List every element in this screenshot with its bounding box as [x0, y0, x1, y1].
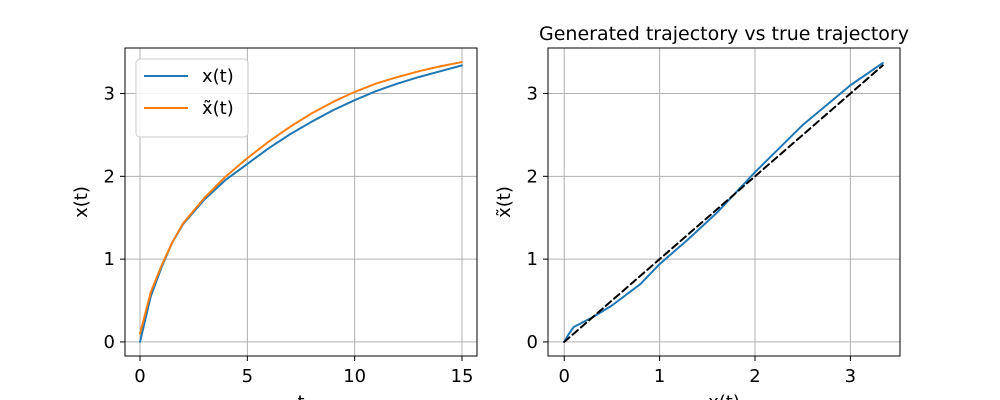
x-tick-label: 2 [749, 366, 760, 387]
series-line [563, 64, 884, 343]
x-tick-label: 5 [242, 366, 253, 387]
x-tick-label: 10 [343, 366, 366, 387]
x-tick-label: 1 [654, 366, 665, 387]
y-tick-label: 0 [527, 332, 538, 353]
x-tick-label: 15 [451, 366, 474, 387]
y-axis-label: x(t) [71, 186, 92, 218]
series-line [139, 61, 463, 335]
legend-box [135, 58, 249, 138]
y-axis-label: x̃(t) [494, 186, 515, 218]
y-tick-label: 3 [527, 84, 538, 105]
plot-frame [547, 47, 901, 357]
legend-label: x̃(t) [202, 98, 234, 119]
time-series-plot: 0 5 10 15 0 1 2 3 t x(t) x(t) x̃(t) [71, 47, 478, 400]
x-tick-label: 0 [134, 366, 145, 387]
plot-frame [124, 47, 478, 357]
y-tick-label: 2 [527, 166, 538, 187]
trajectory-comparison-plot: 0 1 2 3 0 1 2 3 x(t) x̃(t) Generated trajectory vs… [494, 23, 909, 400]
x-axis-label: t [297, 392, 304, 400]
series-line [563, 61, 884, 343]
x-tick-label: 0 [558, 366, 569, 387]
x-tick-label: 3 [845, 366, 856, 387]
y-tick-label: 2 [104, 166, 115, 187]
x-axis-label: x(t) [708, 392, 740, 400]
y-tick-label: 3 [104, 84, 115, 105]
y-tick-label: 1 [527, 249, 538, 270]
y-tick-label: 0 [104, 332, 115, 353]
y-tick-label: 1 [104, 249, 115, 270]
legend-label: x(t) [202, 66, 234, 87]
chart-title: Generated trajectory vs true trajectory [539, 23, 909, 45]
